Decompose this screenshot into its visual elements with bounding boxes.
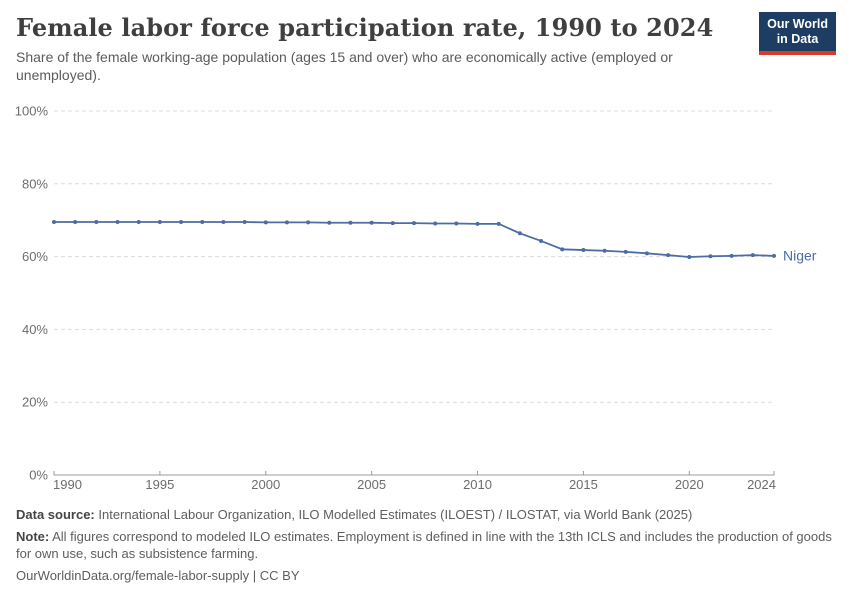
x-tick-label: 2000: [251, 477, 280, 492]
chart-subtitle: Share of the female working-age populati…: [16, 49, 673, 83]
data-point: [433, 221, 438, 226]
x-tick-label: 2024: [747, 477, 776, 492]
data-point: [644, 251, 649, 256]
x-tick-label: 1995: [145, 477, 174, 492]
data-point: [772, 253, 776, 258]
series-end-label: Niger: [783, 247, 817, 263]
citation-line: OurWorldinData.org/female-labor-supply |…: [16, 567, 834, 584]
x-tick-label: 2005: [357, 477, 386, 492]
data-point: [496, 221, 501, 226]
x-tick-label: 2020: [675, 477, 704, 492]
y-tick-label: 0%: [29, 468, 48, 483]
y-tick-label: 100%: [15, 104, 49, 119]
data-point: [581, 248, 586, 253]
owid-url-link[interactable]: OurWorldinData.org/female-labor-supply: [16, 568, 250, 583]
data-point: [348, 220, 353, 225]
owid-logo[interactable]: Our World in Data: [759, 12, 836, 55]
data-point: [221, 220, 226, 225]
data-point: [136, 220, 141, 225]
x-tick-label: 2015: [569, 477, 598, 492]
y-tick-label: 20%: [22, 395, 48, 410]
data-point: [729, 253, 734, 258]
x-tick-label: 1990: [53, 477, 82, 492]
data-point: [390, 221, 395, 226]
data-point: [454, 221, 459, 226]
data-source-label: Data source:: [16, 507, 95, 522]
data-point: [200, 220, 205, 225]
data-source-text: International Labour Organization, ILO M…: [94, 507, 693, 522]
y-tick-label: 60%: [22, 249, 48, 264]
data-point: [560, 247, 565, 252]
data-point: [115, 220, 120, 225]
chart-area: 0% 20% 40% 60% 80% 100% 1990 1995 2000 2005 2010 20…: [0, 95, 850, 495]
data-point: [73, 220, 78, 225]
citation-separator: |: [252, 568, 257, 583]
y-tick-label: 80%: [22, 176, 48, 191]
data-point: [602, 248, 607, 253]
data-point: [52, 220, 56, 225]
license-label: CC BY: [259, 568, 300, 583]
data-point: [539, 238, 544, 243]
owid-logo-line2: in Data: [776, 32, 819, 46]
data-source-line: Data source: International Labour Organi…: [16, 506, 834, 523]
y-tick-label: 40%: [22, 322, 48, 337]
chart-header: Female labor force participation rate, 1…: [16, 13, 756, 84]
data-point: [369, 220, 374, 225]
data-point: [687, 254, 692, 259]
data-point: [750, 253, 755, 258]
data-point: [284, 220, 289, 225]
data-point: [666, 253, 671, 258]
series-line: [53, 221, 775, 258]
data-point: [327, 220, 332, 225]
chart-canvas[interactable]: 0% 20% 40% 60% 80% 100% 1990 1995 2000 2005 2010 20…: [0, 95, 850, 495]
data-point: [412, 221, 416, 226]
data-point: [263, 220, 268, 225]
x-tick-label: 2010: [463, 477, 492, 492]
owid-logo-line1: Our World: [767, 17, 828, 31]
note-label: Note:: [16, 529, 50, 544]
note-text: All figures correspond to modeled ILO es…: [16, 529, 832, 561]
data-point: [475, 221, 480, 226]
data-point: [157, 220, 162, 225]
chart-footer: Data source: International Labour Organi…: [16, 506, 834, 589]
data-point: [517, 231, 522, 236]
data-point: [242, 220, 247, 225]
data-point: [623, 249, 628, 254]
data-point: [306, 220, 311, 225]
note-line: Note: All figures correspond to modeled …: [16, 528, 834, 562]
data-point: [94, 220, 99, 225]
page-title: Female labor force participation rate, 1…: [16, 13, 714, 42]
data-point: [708, 254, 713, 259]
data-point: [179, 220, 184, 225]
